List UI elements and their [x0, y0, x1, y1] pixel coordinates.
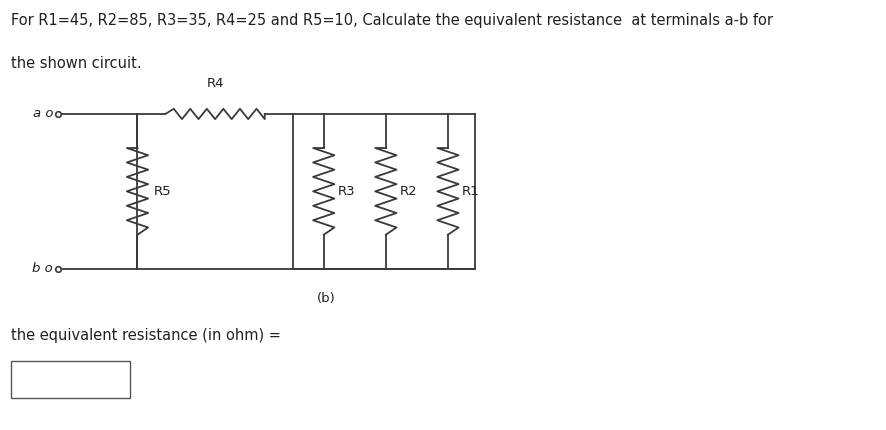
Text: R3: R3	[338, 185, 355, 198]
Text: For R1=45, R2=85, R3=35, R4=25 and R5=10, Calculate the equivalent resistance  a: For R1=45, R2=85, R3=35, R4=25 and R5=10…	[11, 13, 772, 28]
Text: R4: R4	[206, 77, 223, 90]
Text: a o: a o	[33, 108, 53, 120]
FancyBboxPatch shape	[11, 361, 130, 398]
Text: R5: R5	[153, 185, 171, 198]
Text: R1: R1	[462, 185, 479, 198]
Text: b o: b o	[33, 262, 53, 275]
Text: (b): (b)	[316, 292, 335, 305]
Text: the equivalent resistance (in ohm) =: the equivalent resistance (in ohm) =	[11, 328, 280, 343]
Text: R2: R2	[400, 185, 417, 198]
Text: the shown circuit.: the shown circuit.	[11, 56, 141, 71]
